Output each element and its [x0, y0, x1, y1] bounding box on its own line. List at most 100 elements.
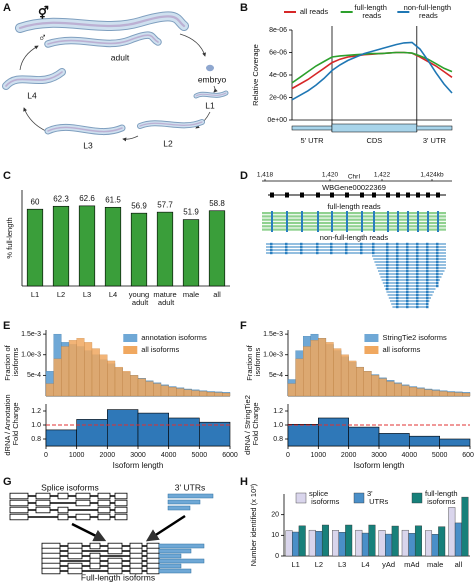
read-exon — [426, 245, 429, 249]
cds-region — [331, 123, 418, 133]
read-exon — [270, 251, 273, 255]
histogram-bar — [45, 383, 54, 397]
read-exon — [416, 305, 419, 309]
bar-value-label: 57.7 — [157, 200, 173, 209]
read-exon — [426, 272, 429, 276]
read-exon — [396, 296, 399, 300]
read-exon — [416, 281, 419, 285]
histogram-bar — [214, 392, 223, 397]
read-exon — [406, 293, 409, 297]
worm-gut — [5, 71, 63, 87]
histogram-bar — [431, 390, 440, 397]
read-exon — [416, 296, 419, 300]
arrow — [122, 135, 139, 142]
exon — [114, 506, 128, 514]
stage-label: L4 — [27, 90, 37, 100]
exon — [75, 513, 91, 521]
y-tick-label: 1.5e-3 — [21, 331, 41, 338]
exon — [285, 192, 289, 198]
bar — [26, 208, 44, 287]
read — [262, 212, 446, 215]
exon — [426, 192, 430, 198]
x-tick-label: L4 — [109, 290, 117, 299]
read-exon — [386, 251, 389, 255]
y-axis-label: Number identified (x 10³) — [249, 483, 258, 566]
bar — [332, 530, 340, 557]
exon — [129, 567, 143, 575]
read-exon — [406, 263, 409, 267]
y-tick-label: 1.0 — [31, 422, 41, 429]
histogram-bar — [295, 358, 304, 397]
read-exon — [406, 278, 409, 282]
read-exon — [406, 305, 409, 309]
panel-label: C — [3, 170, 11, 182]
read-exon — [436, 242, 439, 246]
histogram-bar — [454, 392, 463, 397]
read-exon — [416, 251, 419, 255]
bar — [391, 525, 399, 557]
read-exon — [426, 287, 429, 291]
x-tick-label: 6000 — [222, 452, 238, 459]
bar — [308, 529, 316, 557]
arrow — [19, 45, 39, 71]
x-tick-label: mAd — [404, 560, 419, 569]
read-exon — [396, 302, 399, 306]
read-exon — [396, 248, 399, 252]
read-exon — [436, 257, 439, 261]
coordinate: 1,418 — [257, 172, 274, 179]
histogram-bar — [310, 340, 319, 397]
read-exon — [360, 242, 363, 246]
histogram-bar — [168, 417, 200, 447]
read-exon — [406, 257, 409, 261]
bar — [361, 532, 369, 557]
read-exon — [426, 254, 429, 258]
read-exon — [330, 251, 333, 255]
bar — [401, 529, 409, 557]
read-exon — [386, 272, 389, 276]
histogram-bar — [401, 385, 410, 397]
exon — [330, 192, 334, 198]
read-exon — [372, 245, 375, 249]
utr — [167, 499, 201, 505]
read-exon — [316, 248, 319, 252]
exon — [9, 506, 29, 514]
utr — [158, 548, 192, 554]
read-exon — [373, 211, 375, 232]
histogram-bar — [107, 409, 139, 447]
read-exon — [437, 211, 439, 232]
x-tick-label: young adult — [129, 290, 149, 307]
panel-label: E — [3, 320, 10, 332]
arrow — [71, 522, 107, 542]
read-exon — [426, 284, 429, 288]
exon — [345, 192, 349, 198]
legend-label: non-full-length reads — [404, 3, 452, 20]
legend-label: all isoforms — [382, 345, 420, 354]
histogram-bar — [340, 354, 349, 397]
read-exon — [436, 278, 439, 282]
stage-label: adult — [111, 52, 130, 62]
x-tick-label: all — [213, 290, 221, 299]
bar — [321, 524, 329, 557]
y-tick-label: 0.8 — [31, 436, 41, 443]
bar — [345, 524, 353, 557]
histogram-bar — [371, 375, 380, 397]
legend-swatch — [411, 492, 423, 504]
panel-label: H — [240, 476, 248, 488]
y-tick-label: 0.8 — [273, 436, 283, 443]
histogram-bar — [153, 383, 162, 397]
read-exon — [407, 211, 409, 232]
read-exon — [316, 242, 319, 246]
y-axis-label: Fraction of isoforms — [245, 344, 262, 380]
histogram-bar — [439, 391, 448, 397]
read-exon — [426, 251, 429, 255]
y-tick-label: 5e-4 — [27, 372, 41, 379]
exon — [97, 492, 111, 500]
histogram-bar — [206, 392, 215, 397]
coordinate: 1,420 — [322, 172, 339, 179]
x-tick-label: L4 — [361, 560, 369, 569]
read-exon — [416, 290, 419, 294]
read-exon — [396, 278, 399, 282]
x-tick-label: yAd — [382, 560, 395, 569]
read-exon — [386, 278, 389, 282]
region-label: CDS — [366, 136, 382, 145]
